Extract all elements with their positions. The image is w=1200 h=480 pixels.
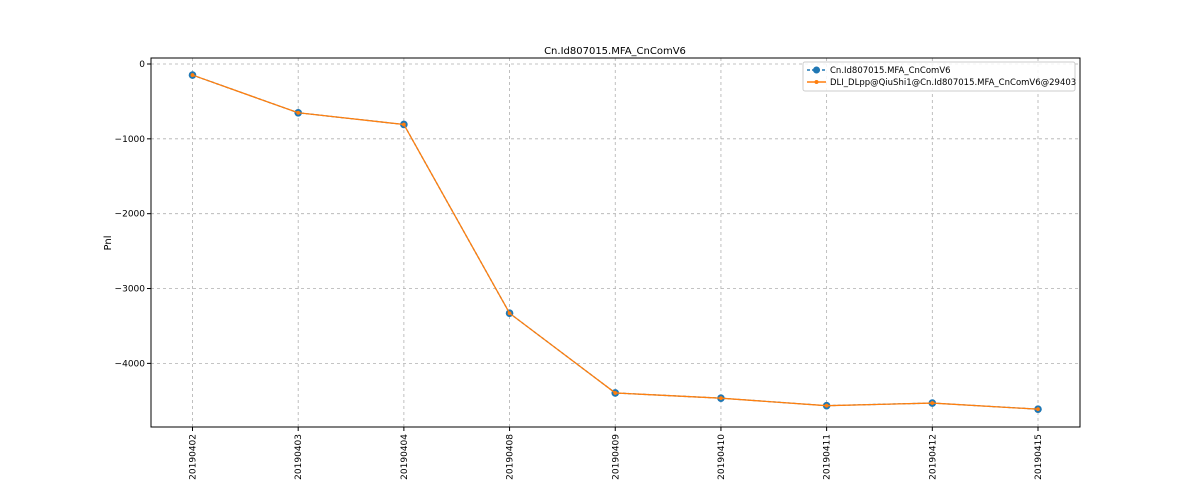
data-point bbox=[1036, 407, 1040, 412]
x-tick-label: 20190408 bbox=[506, 434, 516, 480]
legend: Cn.Id807015.MFA_CnComV6 DLI_DLpp@QiuShi1… bbox=[802, 61, 1076, 92]
data-point bbox=[930, 401, 935, 405]
legend-marker-0 bbox=[813, 66, 820, 74]
data-point bbox=[401, 122, 406, 127]
axis-ticks: 20190402 20190403 20190404 20190408 20190409… bbox=[115, 60, 1044, 480]
series-group bbox=[188, 71, 1042, 413]
x-tick-label: 20190412 bbox=[928, 434, 938, 480]
data-point bbox=[507, 311, 512, 316]
data-point bbox=[296, 110, 301, 115]
legend-box bbox=[802, 61, 1076, 92]
x-tick-label: 20190409 bbox=[611, 434, 621, 480]
x-tick-label: 20190415 bbox=[1034, 434, 1044, 480]
y-tick-label: −4000 bbox=[115, 359, 146, 369]
legend-label-0: Cn.Id807015.MFA_CnComV6 bbox=[830, 66, 951, 76]
y-tick-label: −3000 bbox=[115, 285, 146, 295]
legend-marker-1 bbox=[814, 80, 819, 84]
data-point bbox=[190, 73, 195, 77]
y-tick-label: −2000 bbox=[115, 210, 146, 220]
y-tick-label: −1000 bbox=[115, 135, 146, 145]
legend-label-1: DLI_DLpp@QiuShi1@Cn.Id807015.MFA_CnComV6… bbox=[830, 78, 1076, 88]
y-axis-label: Pnl bbox=[103, 236, 114, 251]
x-tick-label: 20190402 bbox=[189, 434, 199, 480]
x-tick-label: 20190411 bbox=[823, 434, 833, 480]
x-tick-label: 20190403 bbox=[294, 434, 304, 480]
x-tick-label: 20190410 bbox=[717, 434, 727, 480]
data-point bbox=[613, 391, 618, 395]
chart-title: Cn.Id807015.MFA_CnComV6 bbox=[544, 46, 686, 57]
y-tick-label: 0 bbox=[139, 60, 145, 70]
data-point bbox=[719, 396, 723, 401]
x-tick-label: 20190404 bbox=[400, 434, 410, 480]
data-point bbox=[824, 403, 829, 408]
grid bbox=[151, 58, 1080, 427]
